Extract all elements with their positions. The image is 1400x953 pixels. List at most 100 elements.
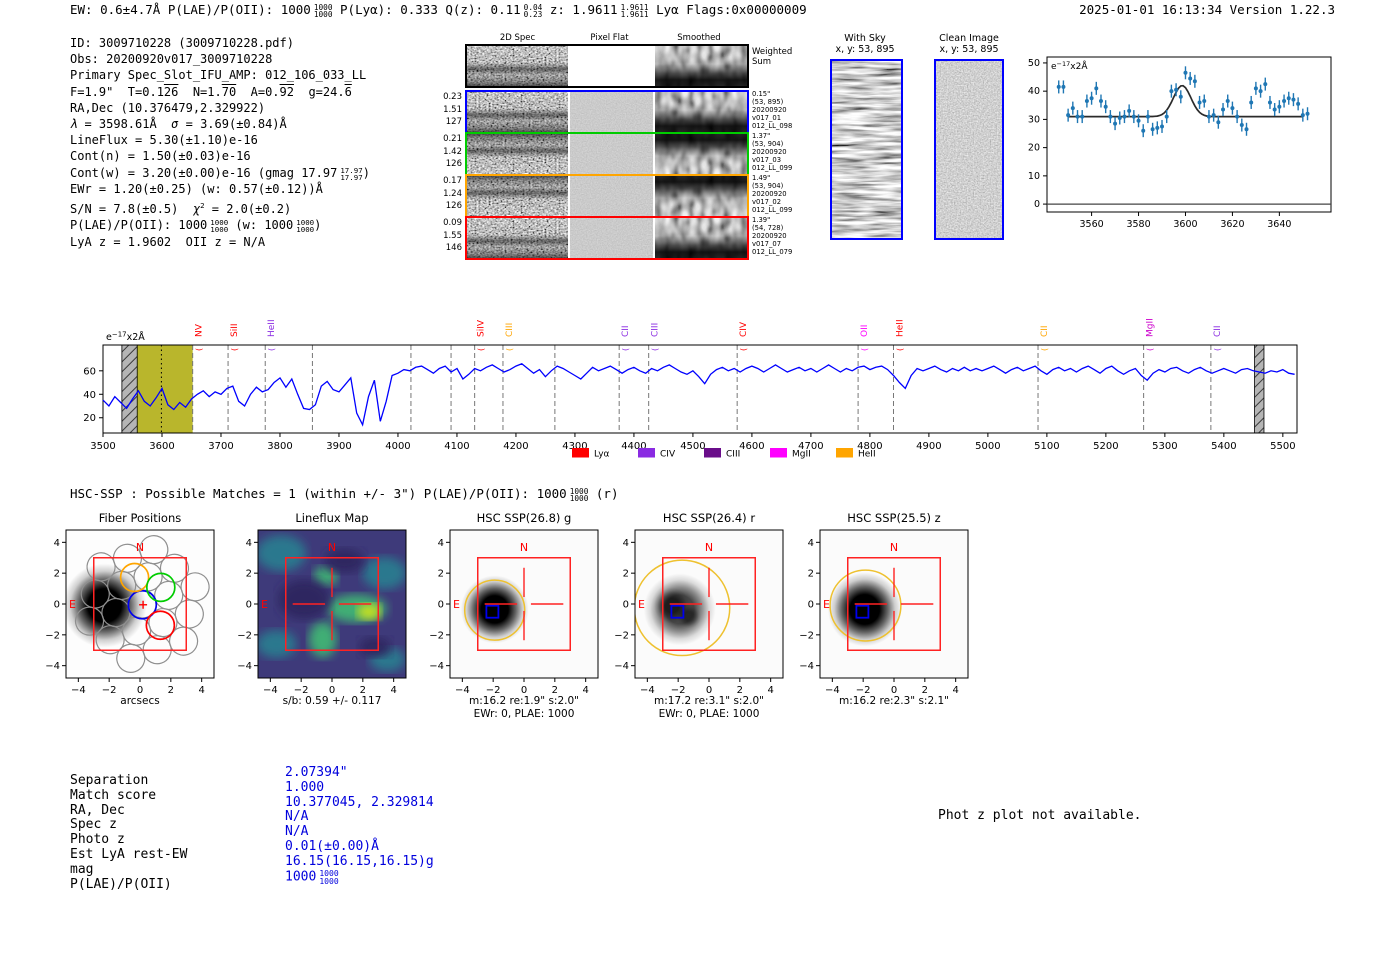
svg-text:5100: 5100: [1034, 441, 1059, 452]
compass-east-label: E: [823, 598, 830, 611]
svg-text:4: 4: [246, 538, 252, 549]
svg-text:5300: 5300: [1152, 441, 1177, 452]
svg-text:(: (: [267, 348, 276, 351]
svg-text:4700: 4700: [798, 441, 823, 452]
svg-text:4800: 4800: [857, 441, 882, 452]
svg-text:2: 2: [438, 569, 444, 580]
noise-image: [467, 218, 568, 258]
svg-text:0: 0: [521, 685, 527, 696]
svg-text:0: 0: [808, 600, 814, 611]
svg-text:4600: 4600: [739, 441, 764, 452]
stacked-fraction: 0.04 0.23: [523, 2, 543, 20]
twod-row: [465, 44, 749, 88]
compass-north-label: N: [520, 541, 528, 554]
noise-image: [570, 92, 653, 132]
svg-text:0: 0: [706, 685, 712, 696]
svg-text:−4: −4: [455, 685, 470, 696]
twod-col-title: Pixel Flat: [590, 33, 629, 43]
info-line-3: Primary Spec_Slot_IFU_AMP: 012_106_033_L…: [70, 68, 367, 83]
svg-text:(: (: [651, 348, 660, 351]
svg-text:−2: −2: [671, 685, 686, 696]
svg-text:3900: 3900: [326, 441, 351, 452]
match-value: 1000 1000 1000: [285, 868, 339, 886]
stacked-fraction: 17.97 17.97: [340, 165, 363, 182]
emission-line-label: MgII: [1146, 318, 1156, 337]
with-sky-image: [830, 59, 903, 240]
info-line-13: LyA z = 1.9602 OII z = N/A: [70, 234, 266, 249]
match-label: Match score: [70, 787, 157, 803]
svg-text:−4: −4: [45, 661, 60, 672]
emission-line-label: HeII: [267, 319, 277, 337]
info-line-10: EWr = 1.20(±0.25) (w: 0.57(±0.12))Å: [70, 182, 323, 197]
with-sky-title-text: With Sky: [844, 33, 886, 44]
noise-image: [655, 92, 747, 132]
svg-text:0: 0: [623, 600, 629, 611]
svg-text:(: (: [1040, 348, 1049, 351]
match-label: mag: [70, 861, 94, 877]
svg-text:0: 0: [329, 685, 335, 696]
cutout-title: HSC SSP(26.4) r: [663, 511, 755, 525]
svg-text:−2: −2: [856, 685, 871, 696]
info-line-9: Cont(w) = 3.20(±0.00)e-16 (gmag 17.97 17.…: [70, 165, 370, 182]
svg-text:4400: 4400: [621, 441, 646, 452]
svg-text:4: 4: [767, 685, 773, 696]
cutout-xlabel: arcsecs: [120, 695, 159, 707]
summary-header-line: EW: 0.6±4.7Å P(LAE)/P(OII): 1000 1000 1000…: [70, 2, 807, 20]
svg-text:2: 2: [246, 569, 252, 580]
svg-text:2: 2: [623, 569, 629, 580]
photz-note: Phot z plot not available.: [938, 808, 1142, 823]
twod-row-left-labels: 0.21 1.42 126: [443, 134, 462, 170]
cutout-panel-g: N E −4 −4 −2 −2 0 0 2 2 4 4 HSC SSP(26.8) g m:16.2 re…: [429, 511, 599, 720]
legend-label: Lyα: [594, 450, 610, 460]
compass-east-label: E: [69, 598, 76, 611]
match-value: 0.01(±0.00)Å: [285, 838, 379, 854]
noise-image: [570, 134, 653, 174]
line-fit-plot: 3560 3580 3600 3620 3640 0 10 20 30 40 50 e−17x2Å: [1028, 56, 1332, 230]
svg-text:(: (: [860, 348, 869, 351]
stacked-fraction: 1.9611 1.9611: [620, 2, 649, 20]
svg-text:(: (: [230, 348, 239, 351]
cutout-xlabel: m:17.2 re:3.1" s:2.0": [654, 695, 764, 707]
twod-cell-flat: [570, 218, 653, 258]
twod-cell-spec: [467, 92, 568, 132]
match-value: 1.000: [285, 779, 325, 795]
clean-image-coords: x, y: 53, 895: [939, 44, 999, 55]
svg-text:60: 60: [83, 366, 96, 377]
svg-text:−4: −4: [71, 685, 86, 696]
svg-text:4100: 4100: [444, 441, 469, 452]
twod-row-right-labels: 1.49" (53, 904) 20200920 v017_02 012_LL_099: [752, 174, 793, 214]
svg-text:3580: 3580: [1126, 219, 1150, 230]
info-line-1: ID: 3009710228 (3009710228.pdf): [70, 36, 294, 50]
cutout-title: HSC SSP(25.5) z: [847, 511, 940, 525]
svg-text:−2: −2: [237, 630, 252, 641]
twod-col-title: Smoothed: [677, 33, 721, 43]
clean-image-title: Clean Image x, y: 53, 895: [909, 33, 1029, 55]
compass-north-label: N: [136, 541, 144, 554]
noise-image: [832, 61, 901, 238]
svg-text:3620: 3620: [1220, 219, 1244, 230]
twod-cell-spec: [467, 218, 568, 258]
stacked-fraction: 1000 1000: [296, 217, 315, 235]
clean-image-title-text: Clean Image: [939, 33, 999, 44]
legend-label: MgII: [792, 450, 811, 460]
stacked-fraction: 1000 1000: [319, 868, 339, 886]
twod-row: [465, 132, 749, 176]
emission-line-label: CII: [1040, 325, 1050, 337]
emission-line-label: CIII: [651, 323, 661, 337]
svg-text:10: 10: [1028, 171, 1040, 182]
info-line-4: F=1.9" T=0.126 N=1.70 A=0.92 g=24.6: [70, 84, 352, 99]
match-label: Est LyA rest-EW: [70, 846, 188, 862]
match-label: P(LAE)/P(OII): [70, 876, 172, 892]
match-value: 2.07394": [285, 765, 348, 780]
cutout-xlabel: m:16.2 re:2.3" s:2.1": [839, 695, 949, 707]
match-table-labels: Separation Match score RA, Dec Spec z Photo …: [70, 773, 188, 892]
svg-text:40: 40: [83, 390, 96, 401]
svg-text:−4: −4: [640, 685, 655, 696]
noise-image: [467, 176, 568, 216]
svg-text:20: 20: [1028, 143, 1040, 154]
twod-weighted-label: Weighted Sum: [752, 47, 793, 67]
match-value: N/A: [285, 809, 309, 825]
cutout-title: HSC SSP(26.8) g: [477, 511, 572, 525]
svg-text:−2: −2: [102, 685, 117, 696]
svg-text:3640: 3640: [1267, 219, 1291, 230]
